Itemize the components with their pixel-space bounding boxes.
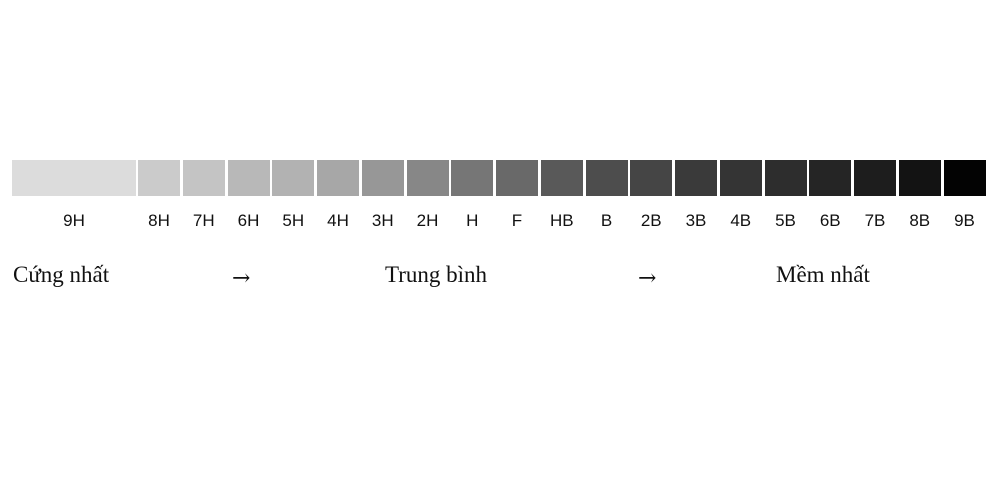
swatch-b xyxy=(585,160,628,196)
grade-label: F xyxy=(511,211,523,230)
grade-label: 8H xyxy=(148,211,170,230)
grade-label: 8B xyxy=(909,211,931,230)
swatch-9h xyxy=(12,160,136,196)
swatch-8h xyxy=(138,160,180,196)
grade-label: 4H xyxy=(327,211,349,230)
swatch-4b xyxy=(719,160,762,196)
caption-medium: Trung bình xyxy=(385,262,488,287)
grade-label: B xyxy=(600,211,613,230)
swatch-2h xyxy=(406,160,449,196)
swatch-f xyxy=(496,160,538,196)
grade-label: 9H xyxy=(63,211,85,230)
swatch-4h xyxy=(317,160,359,196)
grade-label: H xyxy=(466,211,479,230)
caption-hardest: Cứng nhất xyxy=(13,262,110,287)
grade-label: 4B xyxy=(730,211,752,230)
swatch-7b xyxy=(854,160,896,196)
grade-label: 7B xyxy=(864,211,886,230)
swatch-6h xyxy=(227,160,270,196)
swatch-3h xyxy=(361,160,404,196)
swatch-hb xyxy=(540,160,583,196)
swatch-7h xyxy=(182,160,225,196)
swatch-2b xyxy=(630,160,673,196)
swatch-h xyxy=(451,160,494,196)
grade-label: 7H xyxy=(192,211,215,230)
grade-label: 6H xyxy=(237,211,260,230)
grade-label: 9B xyxy=(954,211,975,230)
swatch-3b xyxy=(675,160,717,196)
caption-softest: Mềm nhất xyxy=(776,262,870,287)
grade-label: 3B xyxy=(685,211,707,230)
grade-label: 2B xyxy=(640,211,662,230)
grade-label: 5B xyxy=(775,211,796,230)
grade-label: 2H xyxy=(416,211,439,230)
swatch-6b xyxy=(809,160,852,196)
arrow-right-icon: → xyxy=(638,266,657,291)
grade-label: 6B xyxy=(819,211,841,230)
swatch-8b xyxy=(898,160,941,196)
swatch-5h xyxy=(272,160,315,196)
arrow-right-icon: → xyxy=(232,266,251,291)
grade-label: 5H xyxy=(282,211,305,230)
swatch-5b xyxy=(764,160,807,196)
swatch-9b xyxy=(943,160,986,196)
grade-label: 3H xyxy=(371,211,394,230)
grade-label: HB xyxy=(549,211,574,230)
